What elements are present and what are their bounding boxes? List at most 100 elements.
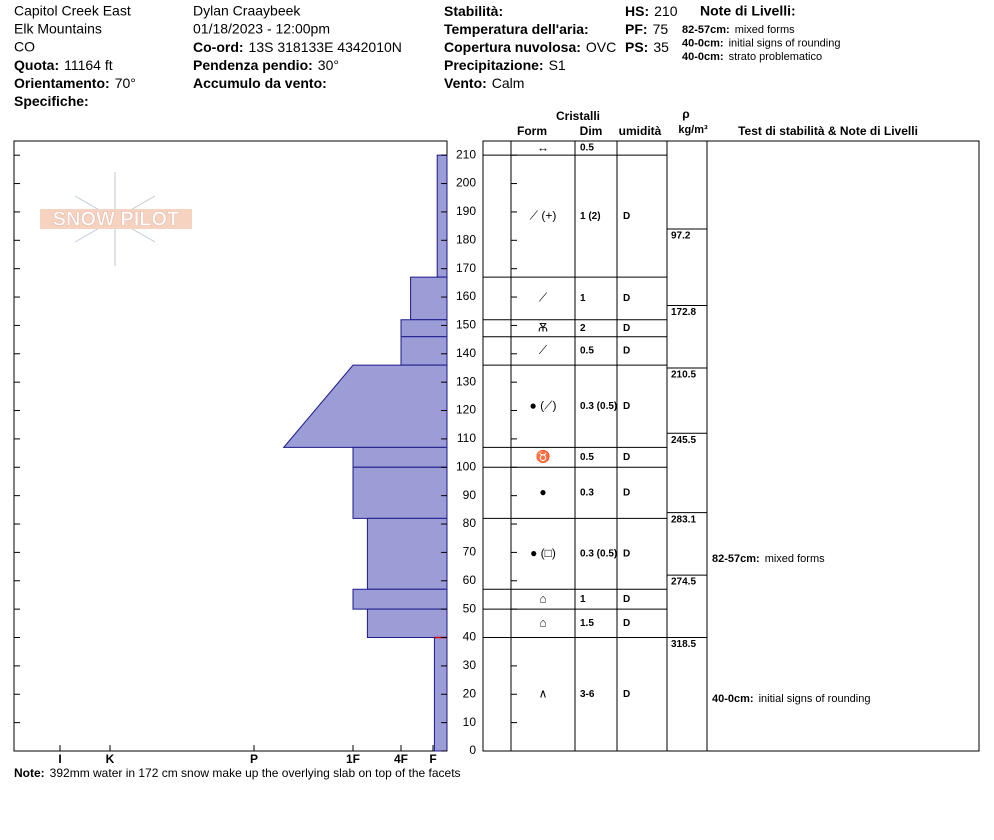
density-value: 283.1 [671, 514, 696, 525]
moisture: D [623, 594, 630, 605]
x-tick-label: P [250, 752, 258, 766]
y-tick-label: 170 [456, 261, 476, 275]
field: Stabilità: [444, 3, 503, 19]
hardness-layer [282, 364, 448, 448]
field: Vento: Calm [444, 75, 524, 91]
field-value: strato problematico [729, 51, 823, 63]
moisture: D [623, 346, 630, 357]
y-tick-label: 200 [456, 176, 476, 190]
field-label: Temperatura dell'aria: [444, 21, 589, 37]
field-value: S1 [549, 57, 566, 73]
field-label: Pendenza pendio: [193, 57, 313, 73]
crystal-form: ⌂ [539, 615, 546, 629]
field: Pendenza pendio: 30° [193, 57, 339, 73]
field: Copertura nuvolosa: OVC [444, 39, 616, 55]
logo: SNOW PILOT [40, 172, 192, 266]
hardness-layer [400, 319, 448, 338]
density-value: 245.5 [671, 435, 696, 446]
y-tick-label: 0 [469, 743, 476, 757]
y-tick-label: 150 [456, 318, 476, 332]
crystal-form: ⌂ [539, 591, 546, 605]
field: Co-ord: 13S 318133E 4342010N [193, 39, 402, 55]
x-tick-label: I [58, 752, 61, 766]
x-tick-label: 4F [394, 752, 408, 766]
field: Precipitazione: S1 [444, 57, 566, 73]
crystal-form: Ѫ [538, 320, 548, 334]
density-value: 274.5 [671, 577, 696, 588]
hardness-layer [366, 608, 448, 639]
crystal-form: ⟋ [539, 291, 548, 305]
field-label: PF: [625, 21, 648, 37]
crystal-form: ↔ [537, 140, 549, 154]
field-value: initial signs of rounding [729, 37, 841, 49]
y-tick-label: 30 [463, 658, 477, 672]
field-value: 13S 318133E 4342010N [249, 39, 402, 55]
text: CO [14, 39, 35, 55]
field-label: Precipitazione: [444, 57, 544, 73]
moisture: D [623, 211, 630, 222]
text: Elk Mountains [14, 21, 102, 37]
field: 82-57cm: mixed forms [682, 24, 795, 36]
field-value: 35 [653, 39, 669, 55]
y-tick-label: 140 [456, 346, 476, 360]
text: umidità [619, 124, 662, 138]
text: Test di stabilità & Note di Livelli [738, 124, 918, 138]
field-label: Accumulo da vento: [193, 75, 327, 91]
field-value: OVC [586, 39, 616, 55]
crystal-size: 2 [580, 323, 586, 334]
crystal-form: ● (□) [530, 546, 556, 560]
y-tick-label: 70 [463, 545, 477, 559]
field-value: 11164 ft [64, 57, 113, 73]
crystal-form: ● (⟋) [530, 398, 557, 412]
table-frame [482, 140, 980, 752]
moisture: D [623, 548, 630, 559]
crystal-size: 3-6 [580, 689, 595, 700]
crystal-size: 1 (2) [580, 211, 601, 222]
field-label: HS: [625, 3, 649, 19]
y-tick-label: 20 [463, 686, 477, 700]
density-value: 210.5 [671, 370, 696, 381]
text: 01/18/2023 - 12:00pm [193, 21, 330, 37]
crystal-size: 0.3 (0.5) [580, 401, 617, 412]
field-label: 82-57cm: [712, 553, 760, 565]
field-value: 30° [318, 57, 339, 73]
text: Note di Livelli: [700, 3, 796, 19]
hardness-layer [436, 154, 448, 278]
field-label: Quota: [14, 57, 59, 73]
y-tick-label: 130 [456, 374, 476, 388]
moisture: D [623, 293, 630, 304]
field-value: 75 [653, 21, 669, 37]
field-value: Calm [492, 75, 525, 91]
field: Temperatura dell'aria: [444, 21, 589, 37]
y-tick-label: 80 [463, 516, 477, 530]
moisture: D [623, 452, 630, 463]
moisture: D [623, 689, 630, 700]
field: 40-0cm: initial signs of rounding [682, 37, 840, 49]
crystal-form: ⟋ (+) [530, 208, 557, 222]
hardness-layer [352, 466, 448, 519]
density-value: 97.2 [671, 231, 691, 242]
crystal-size: 0.5 [580, 346, 594, 357]
crystal-size: 0.3 [580, 487, 594, 498]
footer-label: Note: [14, 766, 45, 780]
moisture: D [623, 487, 630, 498]
field-label: Orientamento: [14, 75, 110, 91]
field: 40-0cm: initial signs of rounding [712, 693, 870, 705]
text: kg/m³ [678, 124, 708, 136]
moisture: D [623, 618, 630, 629]
field-label: Specifiche: [14, 93, 89, 109]
field: PS: 35 [625, 39, 669, 55]
x-tick-label: 1F [346, 752, 360, 766]
y-tick-label: 10 [463, 715, 477, 729]
crystal-size: 1.5 [580, 618, 594, 629]
text: Dim [580, 124, 603, 138]
logo-band [40, 209, 192, 229]
text: Cristalli [556, 109, 600, 123]
field: HS: 210 [625, 3, 678, 19]
hardness-layer [352, 588, 448, 610]
crystal-form: ⟋ [539, 343, 548, 357]
crystal-size: 0.5 [580, 452, 594, 463]
field-label: PS: [625, 39, 648, 55]
hardness-layer [352, 446, 448, 468]
